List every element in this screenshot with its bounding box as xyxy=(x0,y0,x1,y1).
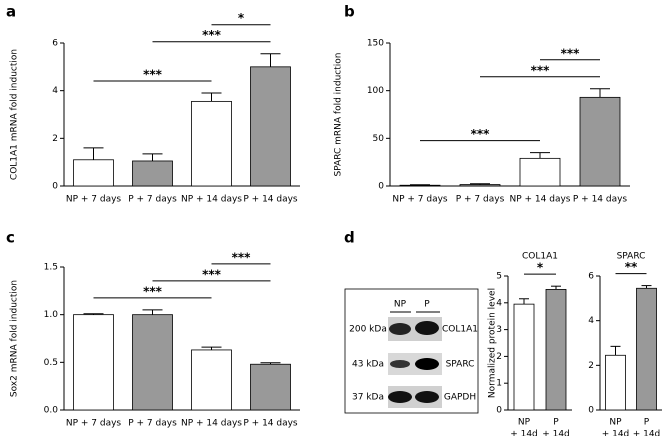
blot-size: 43 kDa xyxy=(352,360,384,370)
significance-label: *** xyxy=(202,267,222,281)
band xyxy=(415,358,439,370)
y-axis-label: Normalized protein level xyxy=(488,288,498,398)
y-tick-label: 100 xyxy=(367,86,384,96)
y-tick-label: 3 xyxy=(496,325,502,335)
y-tick-label: 0 xyxy=(588,406,594,416)
x-tick-label: NP + 14 days xyxy=(181,419,242,429)
y-axis-label: COL1A1 mRNA fold induction xyxy=(10,49,20,180)
y-tick-label: 2 xyxy=(52,134,58,144)
bar xyxy=(513,303,535,411)
y-tick-label: 4 xyxy=(52,86,58,96)
y-axis-label: SPARC mRNA fold induction xyxy=(334,52,344,176)
bar xyxy=(459,184,501,187)
x-tick-label: P + 14 days xyxy=(243,195,298,205)
significance-label: *** xyxy=(143,68,163,82)
blot-size: 200 kDa xyxy=(349,325,387,335)
x-tick-label: NP xyxy=(518,418,531,428)
y-axis-label: Sox2 mRNA fold induction xyxy=(10,280,20,397)
blot-frame xyxy=(344,288,479,414)
y-tick-label: 1.5 xyxy=(44,263,58,273)
panel-label: a xyxy=(6,3,16,21)
x-tick-label: P + 7 days xyxy=(456,195,505,205)
x-tick-label: P xyxy=(644,418,650,428)
y-tick-label: 0 xyxy=(52,182,58,192)
y-tick-label: 0 xyxy=(378,182,384,192)
bar xyxy=(191,349,232,411)
y-tick-label: 5 xyxy=(496,272,502,282)
bar xyxy=(250,66,291,187)
significance-label: *** xyxy=(232,250,252,264)
significance-label: *** xyxy=(531,63,551,77)
bar xyxy=(250,363,291,411)
y-tick-label: 0 xyxy=(496,406,502,416)
bar xyxy=(73,159,114,187)
bar xyxy=(399,184,441,187)
panel-label: b xyxy=(344,3,355,21)
x-tick-label: + 14d xyxy=(602,430,630,436)
blot-protein: GAPDH xyxy=(444,393,476,403)
chart-title: COL1A1 xyxy=(522,252,558,262)
x-tick-label: P xyxy=(553,418,559,428)
significance-label: * xyxy=(537,261,544,275)
band xyxy=(389,323,411,335)
band xyxy=(390,360,410,368)
blot-protein: SPARC xyxy=(446,360,475,370)
x-tick-label: P + 14 days xyxy=(573,195,628,205)
y-tick-label: 4 xyxy=(588,316,594,326)
y-tick-label: 1.0 xyxy=(44,310,59,320)
bar xyxy=(132,160,173,187)
lane-label: NP xyxy=(394,300,407,310)
bar xyxy=(545,288,567,411)
x-tick-label: + 14d xyxy=(633,430,661,436)
y-tick-label: 2 xyxy=(496,352,502,362)
x-tick-label: NP + 7 days xyxy=(392,195,448,205)
blot-protein: COL1A1 xyxy=(442,325,478,335)
x-tick-label: P + 7 days xyxy=(128,195,177,205)
significance-label: *** xyxy=(561,46,581,60)
bar xyxy=(605,354,626,411)
x-tick-label: NP + 7 days xyxy=(66,419,122,429)
bar xyxy=(73,314,114,411)
y-tick-label: 2 xyxy=(588,361,594,371)
bar xyxy=(519,157,561,187)
significance-label: *** xyxy=(471,127,491,141)
significance-label: *** xyxy=(143,284,163,298)
blot-size: 37 kDa xyxy=(352,393,384,403)
bar xyxy=(579,96,621,187)
significance-label: ** xyxy=(625,260,638,274)
x-tick-label: NP + 14 days xyxy=(510,195,571,205)
y-tick-label: 50 xyxy=(373,134,385,144)
band xyxy=(415,321,439,335)
western-blot: NP P 200 kDa COL1A1 43 kDa SPARC 37 kDa … xyxy=(344,288,479,414)
x-tick-label: NP + 14 days xyxy=(181,195,242,205)
x-tick-label: P + 7 days xyxy=(128,419,177,429)
x-tick-label: NP xyxy=(609,418,622,428)
bar xyxy=(132,314,173,411)
y-tick-label: 0.5 xyxy=(44,358,58,368)
y-tick-label: 6 xyxy=(52,39,58,49)
significance-label: * xyxy=(238,11,245,25)
band xyxy=(388,391,412,403)
lane-label: P xyxy=(424,300,430,310)
panel-label: d xyxy=(344,229,355,247)
x-tick-label: NP + 7 days xyxy=(66,195,122,205)
y-tick-label: 0.0 xyxy=(44,406,59,416)
y-tick-label: 1 xyxy=(496,379,502,389)
x-tick-label: P + 14 days xyxy=(243,419,298,429)
y-tick-label: 4 xyxy=(496,298,502,308)
y-tick-label: 150 xyxy=(367,39,384,49)
significance-label: *** xyxy=(202,28,222,42)
panel-label: c xyxy=(6,229,15,247)
x-tick-label: + 14d xyxy=(542,430,570,436)
bar xyxy=(636,287,657,411)
chart-title: SPARC xyxy=(617,252,646,262)
band xyxy=(415,391,439,403)
x-tick-label: + 14d xyxy=(510,430,538,436)
bar xyxy=(191,100,232,187)
y-tick-label: 6 xyxy=(588,272,594,282)
